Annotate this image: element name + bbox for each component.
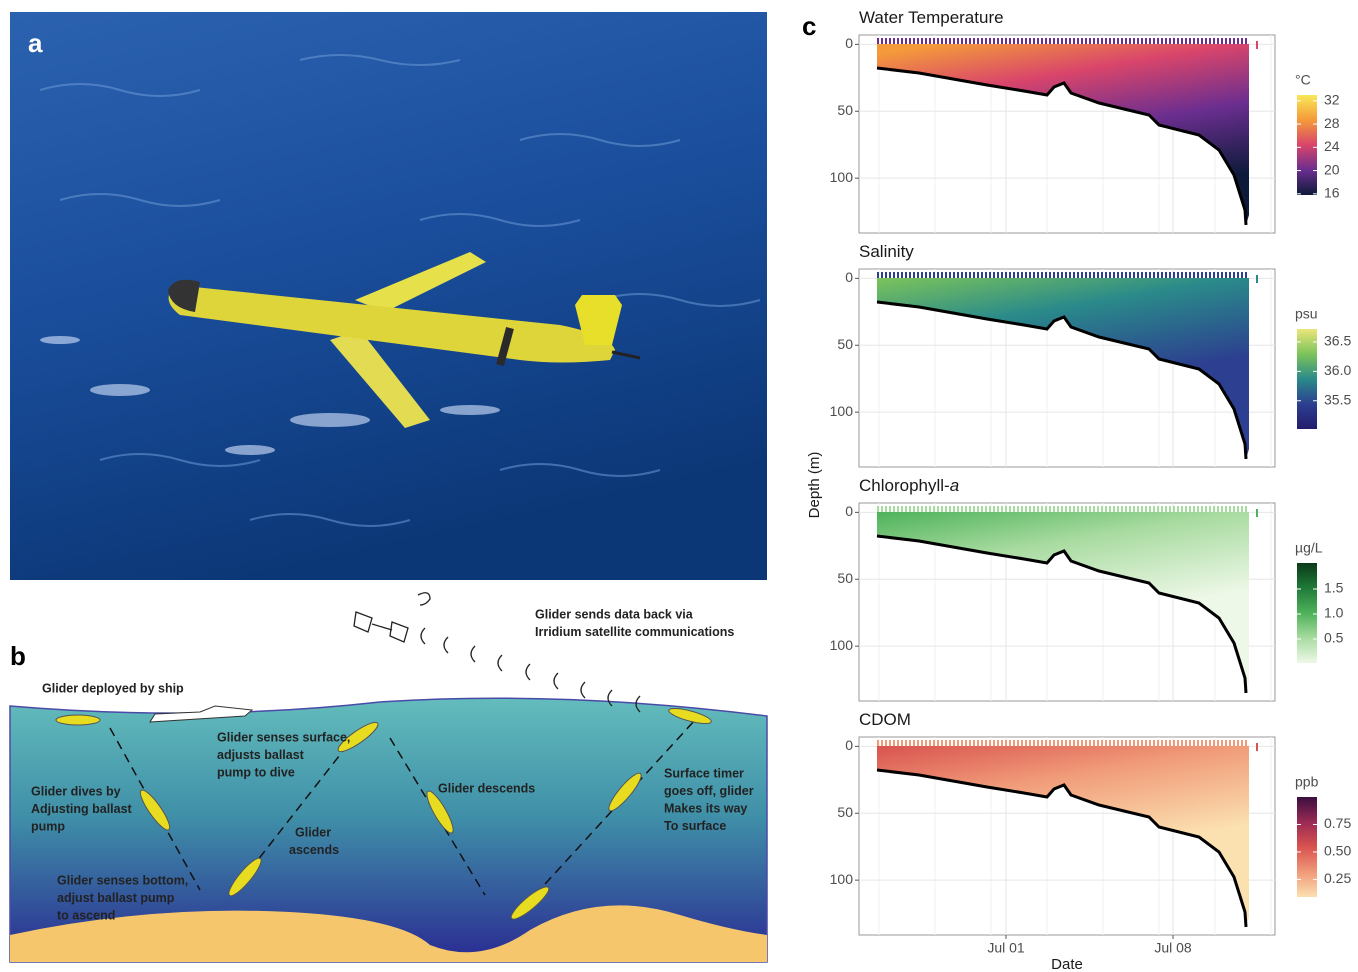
figure: a b Glider deployed by ship Glider sends … [0, 0, 1358, 972]
y-tick-label: 100 [830, 871, 854, 887]
annotation: to ascend [57, 908, 115, 922]
colorbar [1297, 797, 1317, 897]
title-text: Salinity [859, 242, 914, 261]
panel-label: b [10, 641, 26, 671]
panel-label: c [802, 11, 816, 41]
colorbar-label: 16 [1324, 185, 1340, 201]
colorbar-label: 1.0 [1324, 605, 1344, 621]
heatmap-panel: 0 50 100 Water Temperature °C 32 28 24 20 16 [830, 8, 1340, 233]
y-tick-label: 50 [837, 804, 853, 820]
y-tick-label: 0 [845, 269, 853, 285]
colorbar-label: 36.5 [1324, 333, 1351, 349]
y-axis-label: Depth (m) [806, 452, 823, 519]
annotation: pump [31, 819, 65, 833]
panel-label: a [28, 28, 43, 58]
annotation: ascends [289, 843, 339, 857]
annotation: Adjusting ballast [31, 802, 133, 816]
colorbar-unit: °C [1295, 72, 1311, 88]
y-tick-label: 0 [845, 503, 853, 519]
colorbar-label: 0.5 [1324, 630, 1344, 646]
colorbar-label: 32 [1324, 92, 1340, 108]
annotation: To surface [664, 819, 726, 833]
title-text: Chlorophyll- [859, 476, 950, 495]
colorbar-label: 36.0 [1324, 362, 1351, 378]
annotation: Glider descends [438, 781, 535, 795]
diagram: b Glider deployed by ship Glider sends da… [10, 593, 767, 962]
y-tick-label: 0 [845, 35, 853, 51]
colorbar [1297, 329, 1317, 429]
x-axis-label: Date [1051, 956, 1083, 972]
title-text: CDOM [859, 710, 911, 729]
colorbar-label: 24 [1324, 138, 1340, 154]
title-text: Water Temperature [859, 8, 1004, 27]
y-tick-label: 0 [845, 737, 853, 753]
colorbar [1297, 95, 1317, 195]
annotation: adjust ballast pump [57, 891, 175, 905]
x-tick-label: Jul 01 [987, 940, 1025, 956]
colorbar [1297, 563, 1317, 663]
y-tick-label: 100 [830, 637, 854, 653]
colorbar-label: 0.75 [1324, 815, 1351, 831]
colorbar-unit: psu [1295, 306, 1318, 322]
annotation: Glider sends data back via [535, 607, 694, 621]
title-italic: a [950, 476, 959, 495]
panel-title: Chlorophyll-a [859, 476, 959, 495]
annotation: pump to dive [217, 765, 295, 779]
annotation: goes off, glider [664, 784, 754, 798]
annotation: Glider senses bottom, [57, 873, 188, 887]
colorbar-label: 28 [1324, 115, 1340, 131]
colorbar-unit: µg/L [1295, 540, 1323, 556]
y-tick-label: 100 [830, 169, 854, 185]
page: { "panel_a": {"label": "a"}, "panel_b": … [0, 0, 1358, 972]
annotation: Surface timer [664, 766, 744, 780]
colorbar-unit: ppb [1295, 774, 1319, 790]
annotation: Glider senses surface, [217, 730, 350, 744]
colorbar-label: 0.50 [1324, 843, 1351, 859]
colorbar-label: 20 [1324, 161, 1340, 177]
panel-title: CDOM [859, 710, 911, 729]
panel-title: Salinity [859, 242, 914, 261]
annotation: adjusts ballast [217, 748, 305, 762]
colorbar-label: 35.5 [1324, 391, 1351, 407]
y-tick-label: 50 [837, 336, 853, 352]
x-tick-label: Jul 08 [1154, 940, 1192, 956]
y-tick-label: 50 [837, 570, 853, 586]
annotation: Glider dives by [31, 784, 121, 798]
annotation: Glider deployed by ship [42, 681, 184, 695]
colorbar-label: 0.25 [1324, 870, 1351, 886]
heatmap-panel: 0 50 100 Salinity psu 36.5 36.0 35.5 [830, 242, 1352, 467]
annotation: Glider [295, 825, 331, 839]
annotation: Irridium satellite communications [535, 625, 734, 639]
photo: a [10, 12, 767, 580]
y-tick-label: 100 [830, 403, 854, 419]
panel-title: Water Temperature [859, 8, 1004, 27]
annotation: Makes its way [664, 801, 747, 815]
heatmap-panel: 0 50 100 Chlorophyll-a µg/L 1.5 1.0 0.5 [830, 476, 1344, 701]
colorbar-label: 1.5 [1324, 580, 1344, 596]
y-tick-label: 50 [837, 102, 853, 118]
heatmap-panel: 0 50 100 CDOM ppb 0.75 0.50 0.25 [830, 710, 1352, 935]
